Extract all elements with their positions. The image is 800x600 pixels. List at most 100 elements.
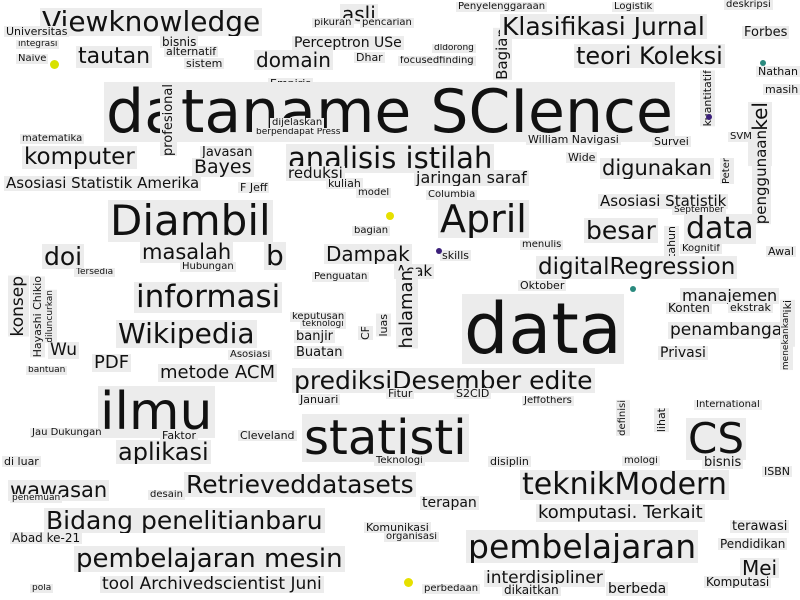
cloud-word: terapan [420,496,479,510]
cloud-word: Pendidikan [718,538,788,550]
cloud-word: Wu [48,342,79,359]
cloud-word: Buatan [294,346,345,359]
cloud-word: bagian [352,226,391,236]
cloud-word: kuliah [326,178,363,189]
cloud-word: pembelajaran [466,530,699,563]
cloud-word: SVM [728,132,754,142]
cloud-word: informasi [134,282,283,313]
cloud-word: di luar [2,456,41,467]
cloud-word: pencarian [360,18,414,28]
cloud-word: Universitas [4,26,70,37]
cloud-word: bantuan [26,366,68,375]
cloud-word: pola [30,584,54,593]
cloud-word: interdisipliner [484,570,605,587]
cloud-word: teknikModern [520,470,729,500]
cloud-word: menulis [520,240,564,250]
cloud-word: lihat [654,408,669,433]
cloud-word: Dampak [324,244,412,264]
cloud-word: Komunikasi [364,522,431,533]
cloud-word: ekstrak [728,302,773,313]
cloud-word: Privasi [658,346,708,360]
cloud-word: Retrieveddatasets [184,472,416,497]
cloud-word: Fitur [386,388,415,399]
cloud-word: doi [42,244,85,269]
cloud-word: aplikasi [116,440,211,464]
cloud-word: Logistik [612,2,655,12]
cloud-word: Komputasi [704,576,772,588]
cloud-word: Awal [766,246,796,257]
cloud-word: ISBN [762,466,793,477]
cloud-word: Klasifikasi Jurnal [500,14,707,39]
cloud-word: Dhar [354,52,385,63]
cloud-word: digitalRegression [536,256,738,279]
accent-dot [706,114,712,120]
cloud-word: deskripsi [724,0,773,10]
cloud-word: Kognitif [680,244,722,254]
cloud-word: Mei [740,558,780,578]
cloud-word: tool Archivedscientist Juni [100,576,324,593]
cloud-word: tahun [664,226,679,258]
accent-dot [50,60,59,69]
cloud-word: berbeda [606,582,669,596]
cloud-word: Faktor [160,430,198,441]
cloud-word: Penyelenggaraan [456,2,548,12]
cloud-word: prediksiDesember edite [292,368,595,393]
cloud-word: Hubungan [180,262,236,272]
accent-dot [760,60,766,66]
cloud-word: bisnis [160,36,199,48]
cloud-word: Oktober [518,280,567,291]
cloud-word: Perceptron USe [292,36,404,50]
accent-dot [630,286,636,292]
cloud-word: masih [763,84,800,95]
cloud-word: Konten [666,302,712,314]
cloud-word: reduksi [286,166,345,181]
cloud-word: metode ACM [158,364,277,382]
cloud-word: data [684,214,756,244]
cloud-word: disiplin [488,456,531,467]
cloud-word: William Navigasi [526,134,621,145]
cloud-word: dikaitkan [502,584,561,596]
cloud-word: menekankan [780,312,793,371]
cloud-word: pembelajaran mesin [74,546,345,572]
cloud-word: domain [254,50,333,70]
cloud-word: Tersedia [74,268,116,277]
cloud-word: Nathan [756,66,800,77]
cloud-word: F Jeff [238,182,270,193]
cloud-word: PDF [92,354,132,372]
cloud-word: Peter [720,158,734,185]
cloud-word: banjir [294,330,336,343]
cloud-word: alternatif [164,46,219,57]
cloud-word: definisi [616,400,630,436]
cloud-word: Javasan [200,146,255,159]
cloud-word: b [264,242,286,270]
cloud-word: Viewknowledge [40,8,263,36]
cloud-word: Hayashi Chikio [30,276,45,358]
cloud-word: Wide [566,152,598,163]
cloud-word: Columbia [426,190,478,200]
cloud-word: dataname SCIence [104,82,675,142]
cloud-word: S2CID [454,388,492,399]
cloud-word: teori Koleksi [574,44,725,68]
cloud-word: keputusan [290,312,347,322]
cloud-word: penambangan [668,322,795,339]
cloud-word: komputasi. Terkait [536,504,705,522]
cloud-word: Diambil [108,200,273,242]
cloud-word: skills [440,250,472,261]
cloud-word: Asosiasi Statistik Amerika [4,176,202,191]
cloud-word: matematika [20,134,85,144]
cloud-word: konsep [8,276,29,337]
cloud-word: perbedaan [422,584,481,594]
cloud-word: ilmu [98,386,215,438]
cloud-word: statisti [302,414,469,462]
cloud-word: digunakan [600,158,714,179]
cloud-word: CS [686,418,746,460]
cloud-word: Asosiasi [228,350,273,360]
cloud-word: Bidang penelitianbaru [44,508,325,533]
accent-dot [404,578,413,587]
cloud-word: teknologi [300,320,346,329]
cloud-word: berpendapat Press [254,128,343,137]
cloud-word: penggunaan [752,130,771,225]
cloud-word: September [672,206,726,215]
cloud-word: masalah [140,242,234,263]
